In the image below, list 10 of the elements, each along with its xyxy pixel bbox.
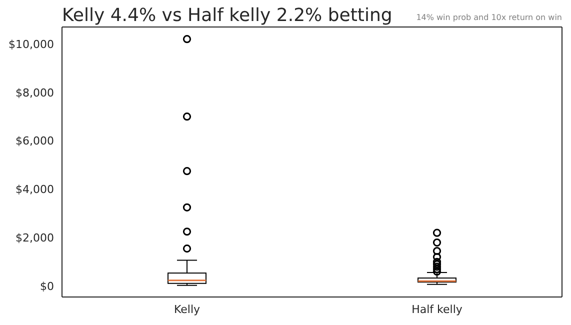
y-tick-label: $10,000 [8, 38, 54, 51]
y-tick-label: $8,000 [16, 86, 54, 100]
y-tick-label: $2,000 [16, 232, 54, 245]
chart-subtitle: 14% win prob and 10x return on win [416, 13, 562, 22]
x-tick-label: Half kelly [412, 302, 463, 316]
y-tick-label: $4,000 [16, 183, 54, 196]
y-tick-label: $0 [40, 280, 54, 294]
x-tick-label: Kelly [174, 302, 201, 316]
y-tick-label: $6,000 [16, 134, 54, 148]
chart-title: Kelly 4.4% vs Half kelly 2.2% betting [62, 5, 392, 27]
